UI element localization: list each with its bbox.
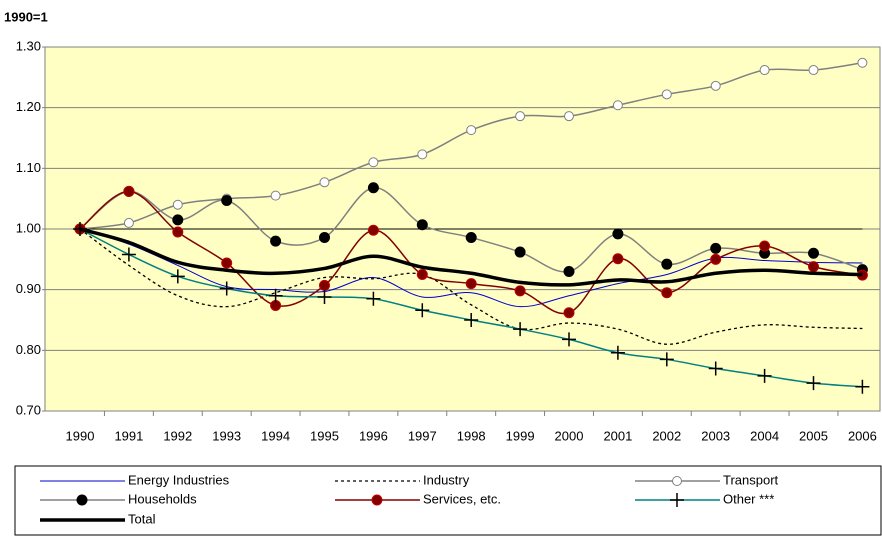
x-tick-label: 1996 <box>359 428 388 443</box>
marker <box>76 494 88 506</box>
y-tick-label: 1.30 <box>16 38 41 53</box>
marker <box>855 379 870 394</box>
x-tick-label: 2000 <box>555 428 584 443</box>
marker <box>123 185 135 197</box>
marker <box>415 303 430 318</box>
marker <box>610 345 625 360</box>
marker <box>563 307 575 319</box>
y-tick-label: 1.10 <box>16 160 41 175</box>
marker <box>710 242 722 254</box>
marker <box>759 240 771 252</box>
series-line <box>79 227 863 287</box>
x-tick-label: 2001 <box>603 428 632 443</box>
marker <box>514 285 526 297</box>
marker <box>172 199 183 210</box>
legend <box>14 465 882 536</box>
marker <box>121 247 136 262</box>
marker <box>172 226 184 238</box>
x-tick-label: 2002 <box>652 428 681 443</box>
marker <box>170 269 185 284</box>
marker <box>371 494 383 506</box>
y-tick-label: 0.70 <box>16 402 41 417</box>
marker <box>513 322 528 337</box>
x-tick-label: 1997 <box>408 428 437 443</box>
marker <box>416 269 428 280</box>
marker <box>466 125 477 136</box>
legend-label: Services, etc. <box>423 491 501 506</box>
x-tick-label: 1991 <box>114 428 143 443</box>
marker <box>857 57 868 68</box>
marker <box>465 231 477 243</box>
marker <box>563 265 575 277</box>
marker <box>319 279 330 291</box>
marker <box>515 111 526 122</box>
marker <box>219 281 234 296</box>
legend-label: Energy Industries <box>128 472 230 487</box>
x-tick-label: 1992 <box>163 428 192 443</box>
marker <box>221 257 233 269</box>
legend-label: Industry <box>423 472 470 487</box>
x-tick-label: 2006 <box>848 428 877 443</box>
marker <box>612 253 624 265</box>
x-tick-label: 1993 <box>212 428 241 443</box>
marker <box>464 313 479 327</box>
marker <box>612 100 623 111</box>
marker <box>417 149 428 160</box>
legend-label: Households <box>128 491 197 506</box>
marker <box>806 376 821 391</box>
x-tick-label: 2004 <box>750 428 779 443</box>
marker <box>319 231 330 243</box>
x-tick-label: 1998 <box>457 428 486 443</box>
marker <box>564 111 574 122</box>
chart-title: 1990=1 <box>4 9 48 24</box>
legend-label: Other *** <box>723 491 774 506</box>
marker <box>270 235 282 247</box>
x-tick-label: 2003 <box>701 428 730 443</box>
marker <box>661 258 673 270</box>
x-tick-label: 1995 <box>310 428 339 443</box>
y-tick-label: 0.90 <box>16 281 41 296</box>
series-line <box>79 228 863 308</box>
marker <box>368 157 379 168</box>
marker <box>270 190 281 201</box>
series-line <box>79 228 863 345</box>
marker <box>221 194 233 206</box>
y-tick-label: 1.00 <box>16 220 41 235</box>
marker <box>659 352 674 367</box>
marker <box>661 89 672 100</box>
legend-label: Transport <box>723 472 779 487</box>
marker <box>808 261 819 273</box>
marker <box>757 368 772 383</box>
marker <box>562 332 576 347</box>
marker <box>672 476 682 486</box>
marker <box>319 177 330 188</box>
x-tick-label: 1990 <box>66 428 95 443</box>
marker <box>172 214 184 226</box>
marker <box>366 291 381 306</box>
y-tick-label: 1.20 <box>16 99 41 114</box>
marker <box>710 253 722 265</box>
x-tick-label: 1999 <box>506 428 535 443</box>
marker <box>808 65 819 76</box>
marker <box>367 182 379 194</box>
marker <box>708 361 723 376</box>
marker <box>710 80 721 91</box>
marker <box>808 247 819 259</box>
marker <box>514 246 526 258</box>
marker <box>759 65 770 76</box>
x-tick-label: 1994 <box>261 428 290 443</box>
marker <box>317 289 332 304</box>
marker <box>465 278 477 290</box>
marker <box>123 217 134 228</box>
legend-label: Total <box>128 511 156 526</box>
marker <box>670 493 684 507</box>
marker <box>367 224 379 236</box>
marker <box>268 288 283 303</box>
marker <box>661 287 673 299</box>
marker <box>416 219 428 231</box>
y-tick-label: 0.80 <box>16 342 41 357</box>
x-tick-label: 2005 <box>799 428 828 443</box>
marker <box>612 228 624 240</box>
